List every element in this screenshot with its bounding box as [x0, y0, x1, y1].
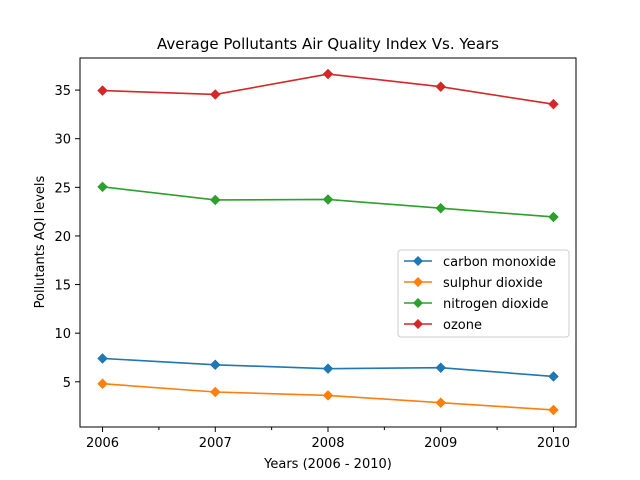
y-axis: 5 10 15 20 25 30 35: [54, 84, 80, 391]
data-point: [97, 353, 108, 364]
x-axis-title: Years (2006 - 2010): [263, 457, 392, 472]
data-point: [209, 194, 221, 206]
y-tick-label: 30: [54, 133, 71, 148]
legend-marker: [413, 277, 423, 287]
data-point: [548, 98, 559, 110]
y-tick-label: 20: [54, 230, 71, 245]
legend-marker: [413, 319, 423, 329]
data-point: [548, 211, 559, 223]
chart-title: Average Pollutants Air Quality Index Vs.…: [157, 35, 499, 53]
y-tick-label: 25: [54, 181, 71, 196]
legend-label: ozone: [443, 318, 482, 333]
x-tick-label: 2010: [537, 436, 570, 451]
x-tick-label: 2009: [424, 436, 457, 451]
data-point: [435, 362, 447, 374]
data-point: [322, 363, 334, 375]
data-point: [209, 359, 221, 371]
y-tick-label: 10: [54, 327, 71, 342]
data-point: [209, 386, 221, 398]
y-tick-label: 5: [63, 376, 71, 391]
data-point: [322, 390, 334, 401]
data-point: [322, 194, 334, 205]
series-nitrogen-dioxide: [97, 181, 559, 223]
data-point: [322, 68, 334, 80]
series-ozone: [97, 68, 559, 110]
y-axis-title: Pollutants AQI levels: [33, 175, 48, 308]
series-sulphur-dioxide: [97, 378, 559, 416]
legend-item: carbon monoxide: [404, 255, 556, 270]
legend-item: ozone: [404, 318, 482, 333]
data-point: [97, 378, 108, 390]
legend-item: nitrogen dioxide: [404, 297, 549, 312]
y-tick-label: 15: [54, 279, 71, 294]
data-point: [435, 202, 447, 214]
plot-area: [97, 68, 559, 416]
data-point: [548, 404, 559, 416]
data-point: [97, 85, 108, 96]
legend-label: sulphur dioxide: [443, 276, 543, 291]
series-carbon-monoxide: [97, 353, 559, 382]
data-point: [548, 371, 559, 382]
x-tick-label: 2006: [86, 436, 119, 451]
legend: carbon monoxide sulphur dioxide nitrogen d…: [397, 249, 570, 338]
data-point: [209, 89, 221, 100]
x-tick-label: 2007: [199, 436, 232, 451]
legend-label: carbon monoxide: [443, 255, 556, 270]
y-tick-label: 35: [54, 84, 71, 99]
legend-marker: [413, 256, 423, 266]
x-tick-label: 2008: [311, 436, 344, 451]
legend-marker: [413, 298, 423, 308]
data-point: [97, 181, 108, 193]
legend-item: sulphur dioxide: [404, 276, 543, 291]
x-axis: 2006 2007 2008 2009 2010: [86, 427, 570, 451]
legend-box: [397, 249, 570, 338]
legend-label: nitrogen dioxide: [443, 297, 549, 312]
data-point: [435, 397, 447, 409]
data-point: [435, 81, 447, 93]
